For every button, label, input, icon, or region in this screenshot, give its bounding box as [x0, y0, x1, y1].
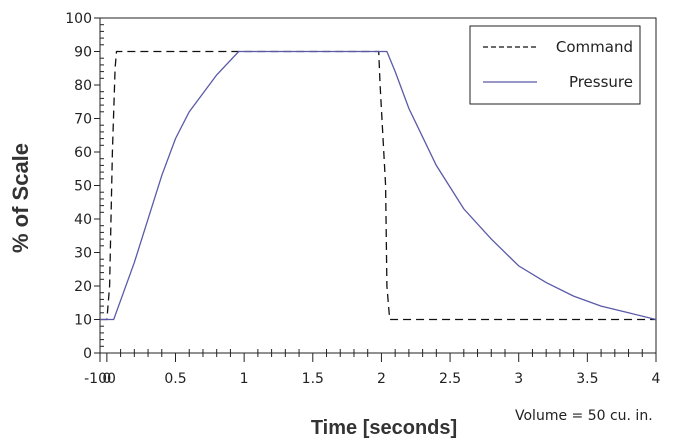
x-tick-label: -100 — [84, 371, 116, 387]
series-layer — [100, 50, 657, 321]
x-tick-label: 4 — [652, 371, 661, 387]
y-axis-title: % of Scale — [8, 143, 33, 253]
legend: Command Pressure — [469, 25, 641, 105]
series-line-pressure — [100, 50, 657, 321]
y-tick-label: 90 — [74, 45, 92, 61]
y-tick-label: 40 — [74, 212, 92, 228]
x-tick-label: 0.5 — [164, 371, 186, 387]
x-axis-title: Time [seconds] — [311, 417, 457, 439]
legend-box — [469, 25, 641, 105]
y-tick-label: 10 — [74, 313, 92, 329]
y-tick-label: 70 — [74, 112, 92, 128]
x-tick-label: 0 — [102, 371, 111, 387]
x-tick-label: 2.5 — [439, 371, 461, 387]
y-tick-label: 100 — [65, 11, 92, 27]
x-tick-label: 1.5 — [302, 371, 324, 387]
y-tick-label: 80 — [74, 78, 92, 94]
y-tick-label: 30 — [74, 246, 92, 262]
x-tick-label: 3.5 — [576, 371, 598, 387]
legend-label-pressure: Pressure — [569, 73, 633, 91]
x-tick-label: 2 — [377, 371, 386, 387]
volume-annotation: Volume = 50 cu. in. — [515, 408, 653, 424]
y-tick-label: 20 — [74, 279, 92, 295]
legend-label-command: Command — [556, 38, 633, 56]
x-tick-label: 3 — [514, 371, 523, 387]
y-tick-label: 50 — [74, 179, 92, 195]
y-tick-label: 60 — [74, 145, 92, 161]
x-tick-label: 1 — [240, 371, 249, 387]
y-tick-label: 0 — [83, 346, 92, 362]
series-line-command — [100, 50, 656, 321]
